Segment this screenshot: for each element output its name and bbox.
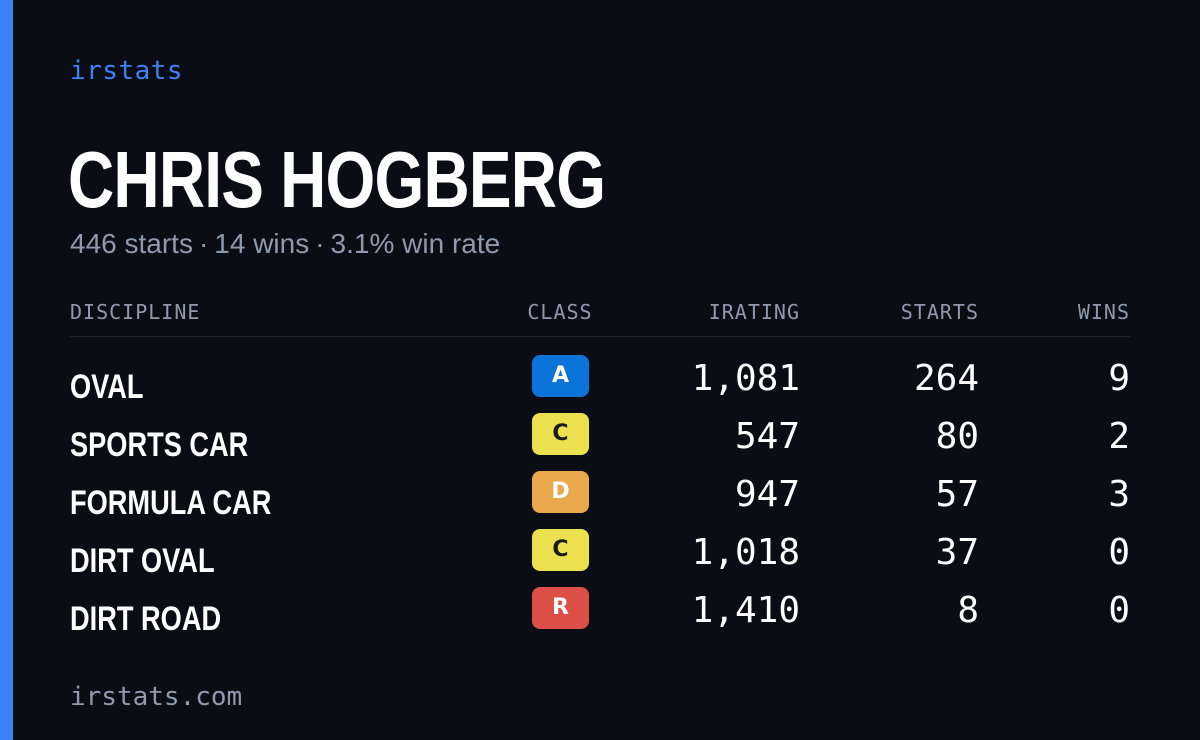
header-starts: STARTS bbox=[900, 300, 979, 324]
discipline-name: DIRT OVAL bbox=[70, 542, 215, 580]
starts-value: 264 bbox=[913, 358, 979, 399]
wins-total: 14 wins bbox=[214, 228, 310, 259]
discipline-name: FORMULA CAR bbox=[70, 484, 272, 522]
starts-value: 37 bbox=[935, 532, 979, 573]
license-class-badge: C bbox=[532, 413, 589, 455]
separator: · bbox=[315, 228, 325, 259]
wins-value: 0 bbox=[1108, 590, 1130, 631]
driver-name: CHRIS HOGBERG bbox=[68, 135, 606, 224]
discipline-name: DIRT ROAD bbox=[70, 600, 222, 638]
separator: · bbox=[198, 228, 209, 259]
wins-value: 9 bbox=[1108, 358, 1130, 399]
wins-value: 2 bbox=[1108, 416, 1130, 457]
starts-value: 80 bbox=[935, 416, 979, 457]
irating-value: 547 bbox=[734, 416, 800, 457]
license-class-badge: C bbox=[532, 529, 589, 571]
wins-value: 3 bbox=[1108, 474, 1130, 515]
table-row: DIRT ROAD R 1,410 8 0 bbox=[70, 587, 1130, 649]
wins-value: 0 bbox=[1108, 532, 1130, 573]
license-class-badge: A bbox=[532, 355, 589, 397]
irating-value: 1,081 bbox=[691, 358, 800, 399]
header-discipline: DISCIPLINE bbox=[70, 300, 201, 324]
license-class-badge: R bbox=[532, 587, 589, 629]
starts-value: 8 bbox=[957, 590, 979, 631]
discipline-stats-table: DISCIPLINE CLASS IRATING STARTS WINS OVA… bbox=[70, 296, 1130, 638]
discipline-name: SPORTS CAR bbox=[70, 426, 249, 464]
starts-total: 446 starts bbox=[70, 228, 193, 259]
table-header: DISCIPLINE CLASS IRATING STARTS WINS bbox=[70, 296, 1130, 337]
table-row: SPORTS CAR C 547 80 2 bbox=[70, 413, 1130, 475]
brand-logo-text: irstats bbox=[70, 56, 184, 86]
starts-value: 57 bbox=[935, 474, 979, 515]
footer-url: irstats.com bbox=[70, 682, 243, 712]
table-row: DIRT OVAL C 1,018 37 0 bbox=[70, 529, 1130, 591]
driver-summary: 446 starts · 14 wins · 3.1% win rate bbox=[70, 226, 500, 262]
irating-value: 1,018 bbox=[691, 532, 800, 573]
win-rate: 3.1% win rate bbox=[330, 228, 501, 259]
discipline-name: OVAL bbox=[70, 368, 144, 406]
header-wins: WINS bbox=[1077, 300, 1130, 324]
table-row: OVAL A 1,081 264 9 bbox=[70, 355, 1130, 417]
accent-bar bbox=[0, 0, 13, 740]
header-class: CLASS bbox=[527, 300, 593, 324]
header-irating: IRATING bbox=[708, 300, 800, 324]
license-class-badge: D bbox=[532, 471, 589, 513]
irating-value: 947 bbox=[734, 474, 800, 515]
irating-value: 1,410 bbox=[691, 590, 800, 631]
table-row: FORMULA CAR D 947 57 3 bbox=[70, 471, 1130, 533]
